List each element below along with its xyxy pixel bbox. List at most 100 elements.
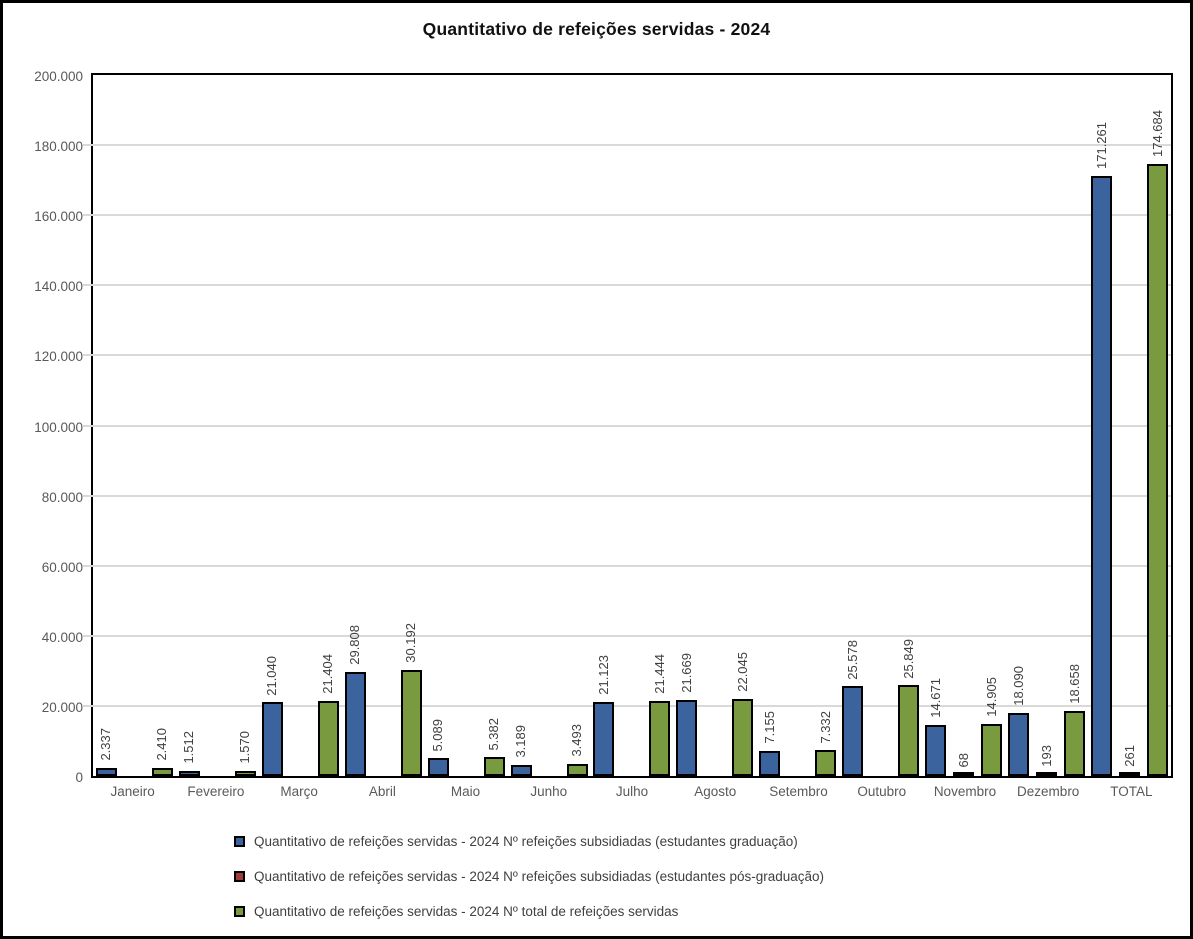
bar-slot-pos-graduacao xyxy=(456,75,477,776)
bar-graduacao-Abril xyxy=(344,671,366,776)
bar-value-label: 3.493 xyxy=(569,724,585,757)
y-tick-label: 140.000 xyxy=(34,279,83,295)
x-tick-label-Maio: Maio xyxy=(450,784,481,799)
bar-value-label: 171.261 xyxy=(1093,121,1109,169)
bar-slot-pos-graduacao: 193 xyxy=(1036,75,1058,776)
x-tick-label-Dezembro: Dezembro xyxy=(1017,784,1080,799)
bar-slot-total: 3.493 xyxy=(566,75,588,776)
bar-value-label: 174.684 xyxy=(1149,109,1165,157)
bar-value-label: 21.404 xyxy=(320,654,336,694)
bar-slot-graduacao: 171.261 xyxy=(1091,75,1113,776)
bar-slot-total: 18.658 xyxy=(1064,75,1086,776)
bar-graduacao-Outubro xyxy=(842,686,864,776)
gridline-20.000 xyxy=(83,704,1171,707)
legend-item-graduacao: Quantitativo de refeições servidas - 202… xyxy=(234,834,824,849)
bar-total-Setembro xyxy=(815,750,837,776)
bar-slot-pos-graduacao xyxy=(373,75,394,776)
bar-group-Maio: 5.089 5.382 xyxy=(425,75,508,776)
bar-total-Outubro xyxy=(898,685,920,776)
legend-label: Quantitativo de refeições servidas - 202… xyxy=(254,904,679,919)
bar-value-label: 261 xyxy=(1121,745,1137,767)
bar-graduacao-Fevereiro xyxy=(178,770,200,776)
bar-graduacao-Janeiro xyxy=(95,767,117,776)
gridline-140.000 xyxy=(83,284,1171,287)
bar-slot-graduacao: 7.155 xyxy=(759,75,781,776)
bar-slot-pos-graduacao: 68 xyxy=(953,75,975,776)
gridline-100.000 xyxy=(83,424,1171,427)
bar-slot-total: 174.684 xyxy=(1147,75,1169,776)
bar-groups: 2.337 2.410 1.512 1.570 21.040 21.404 29.808 30… xyxy=(93,75,1171,776)
bar-slot-total: 25.849 xyxy=(898,75,920,776)
bar-total-Julho xyxy=(649,700,671,776)
bar-total-Março xyxy=(317,700,339,776)
bar-value-label: 21.444 xyxy=(651,654,667,694)
bar-group-Março: 21.040 21.404 xyxy=(259,75,342,776)
bar-slot-total: 7.332 xyxy=(815,75,837,776)
bar-slot-pos-graduacao: 261 xyxy=(1119,75,1141,776)
x-tick-label-Março: Março xyxy=(280,784,318,799)
gridline-80.000 xyxy=(83,494,1171,497)
bar-slot-graduacao: 18.090 xyxy=(1008,75,1030,776)
bar-slot-pos-graduacao xyxy=(124,75,145,776)
y-tick-label: 100.000 xyxy=(34,419,83,435)
bar-slot-graduacao: 21.669 xyxy=(676,75,698,776)
bar-value-label: 25.849 xyxy=(900,638,916,679)
bar-slot-graduacao: 3.189 xyxy=(510,75,532,776)
bar-slot-graduacao: 14.671 xyxy=(925,75,947,776)
bar-value-label: 2.337 xyxy=(98,728,114,761)
bar-group-Outubro: 25.578 25.849 xyxy=(839,75,922,776)
bar-total-Fevereiro xyxy=(234,770,256,776)
bar-value-label: 14.905 xyxy=(983,677,999,717)
bar-value-label: 25.578 xyxy=(844,639,860,680)
bar-value-label: 5.382 xyxy=(486,717,502,751)
bar-value-label: 14.671 xyxy=(927,677,943,718)
bar-graduacao-Dezembro xyxy=(1008,712,1030,776)
bar-value-label: 2.410 xyxy=(154,728,170,761)
y-tick-label: 200.000 xyxy=(34,69,83,84)
bar-slot-pos-graduacao xyxy=(290,75,311,776)
y-tick-label: 40.000 xyxy=(41,629,83,645)
bar-total-Janeiro xyxy=(151,767,173,776)
bar-total-Agosto xyxy=(732,698,754,776)
bar-value-label: 21.123 xyxy=(595,655,611,695)
bar-value-label: 68 xyxy=(955,752,971,767)
bar-slot-graduacao: 5.089 xyxy=(427,75,449,776)
bar-slot-graduacao: 2.337 xyxy=(95,75,117,776)
bar-graduacao-TOTAL xyxy=(1091,175,1113,776)
bar-group-Dezembro: 18.090 193 18.658 xyxy=(1005,75,1088,776)
bar-group-Abril: 29.808 30.192 xyxy=(342,75,425,776)
bar-slot-pos-graduacao xyxy=(787,75,808,776)
bar-slot-graduacao: 21.040 xyxy=(261,75,283,776)
gridline-160.000 xyxy=(83,214,1171,217)
y-tick-label: 80.000 xyxy=(41,489,83,505)
y-tick-label: 120.000 xyxy=(34,349,83,365)
bar-pos-graduacao-Novembro xyxy=(953,772,975,776)
bar-slot-pos-graduacao xyxy=(704,75,725,776)
bar-group-Novembro: 14.671 68 14.905 xyxy=(922,75,1005,776)
bar-slot-total: 1.570 xyxy=(234,75,256,776)
bar-value-label: 21.040 xyxy=(264,655,280,696)
bar-slot-graduacao: 25.578 xyxy=(842,75,864,776)
y-tick-label: 20.000 xyxy=(41,699,83,715)
bar-graduacao-Junho xyxy=(510,764,532,776)
bar-slot-graduacao: 29.808 xyxy=(344,75,366,776)
bar-slot-total: 21.444 xyxy=(649,75,671,776)
bar-value-label: 193 xyxy=(1038,745,1054,767)
bar-group-Agosto: 21.669 22.045 xyxy=(673,75,756,776)
bar-value-label: 5.089 xyxy=(430,718,446,752)
bar-slot-graduacao: 1.512 xyxy=(178,75,200,776)
gridline-120.000 xyxy=(83,354,1171,357)
bar-total-Dezembro xyxy=(1064,710,1086,776)
bar-total-Novembro xyxy=(981,723,1003,776)
legend: Quantitativo de refeições servidas - 202… xyxy=(234,834,824,919)
bar-graduacao-Agosto xyxy=(676,700,698,776)
legend-marker-icon xyxy=(234,906,245,917)
bar-graduacao-Julho xyxy=(593,701,615,776)
bar-total-Abril xyxy=(400,670,422,776)
bar-value-label: 22.045 xyxy=(734,651,750,692)
bar-slot-total: 21.404 xyxy=(317,75,339,776)
bar-total-TOTAL xyxy=(1147,163,1169,776)
bar-group-Fevereiro: 1.512 1.570 xyxy=(176,75,259,776)
y-tick-label: 180.000 xyxy=(34,139,83,155)
bar-slot-total: 30.192 xyxy=(400,75,422,776)
